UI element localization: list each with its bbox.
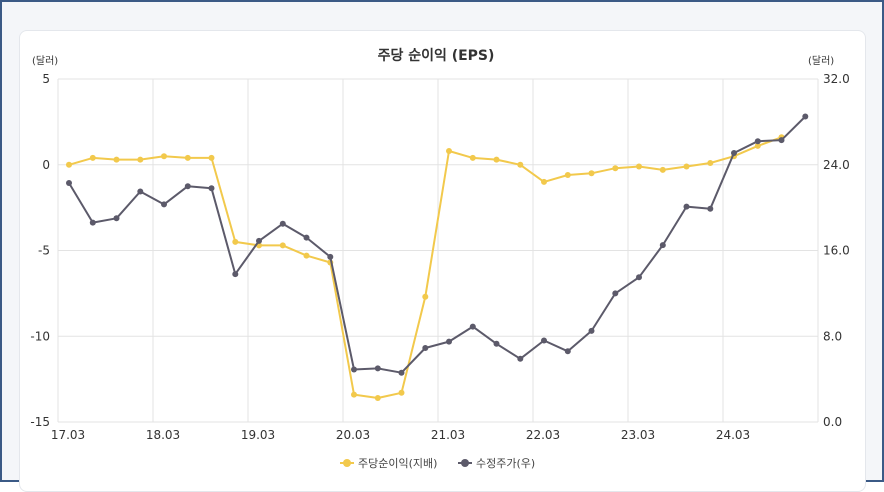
data-point-series-2 [659,242,666,249]
series-line-2 [68,115,807,374]
data-point-series-2 [398,369,405,376]
legend-item-2[interactable]: 수정주가(우) [458,457,535,470]
legend-swatch-marker [343,459,351,467]
gridlines [57,78,819,423]
data-point-series-2 [802,113,809,120]
x-tick-label: 19.03 [241,428,275,442]
right-y-tick-label: 24.0 [823,158,850,172]
right-y-tick-label: 0.0 [823,415,842,429]
data-point-series-2 [517,355,524,362]
left-y-tick-label: -5 [38,244,50,258]
data-point-series-2 [469,323,476,330]
data-point-series-2 [161,201,167,208]
data-point-series-1 [446,148,452,154]
data-point-series-1 [422,293,429,300]
data-point-series-2 [137,188,144,195]
x-tick-label: 18.03 [146,428,180,442]
right-y-tick-label: 32.0 [823,72,850,86]
data-point-series-2 [683,203,690,210]
data-point-series-1 [659,166,666,173]
data-point-series-1 [707,160,714,166]
data-point-series-2 [493,340,500,347]
data-point-series-1 [517,161,524,168]
data-point-series-2 [446,338,452,345]
x-tick-label: 20.03 [336,428,370,442]
left-y-tick-label: 5 [42,72,50,86]
left-y-tick-label: -15 [30,415,50,429]
data-point-series-1 [89,154,96,161]
data-point-series-2 [422,345,429,351]
legend-item-1[interactable]: 주당순이익(지배) [340,457,437,470]
data-point-series-1 [541,178,547,185]
data-point-series-1 [469,154,476,161]
data-point-series-2 [778,137,785,144]
data-point-series-1 [66,161,72,168]
data-point-series-1 [754,142,761,149]
data-point-series-1 [161,153,167,160]
data-point-series-1 [493,156,500,163]
data-point-series-2 [232,271,239,278]
data-point-series-2 [256,237,262,244]
data-point-series-1 [588,170,595,177]
data-point-series-2 [564,348,571,355]
data-point-series-2 [636,274,642,281]
data-point-series-1 [683,163,690,170]
right-axis-unit: (달러) [808,55,834,67]
data-point-series-1 [612,165,619,172]
data-point-series-2 [731,150,737,156]
data-point-series-2 [754,138,761,145]
data-point-series-1 [374,395,381,401]
data-point-series-1 [564,172,571,178]
data-point-series-1 [398,389,405,396]
data-point-series-2 [303,234,310,241]
legend-label: 주당순이익(지배) [358,457,437,470]
chart-title: 주당 순이익 (EPS) [378,47,495,64]
chart-card [19,30,866,492]
data-point-series-2 [279,220,286,227]
x-tick-label: 21.03 [431,428,465,442]
legend[interactable]: 주당순이익(지배) 수정주가(우) [340,457,535,470]
data-point-series-2 [707,205,714,212]
data-point-series-2 [351,366,357,373]
data-point-series-2 [374,365,381,372]
legend-label: 수정주가(우) [476,457,535,470]
data-point-series-2 [588,327,595,334]
x-tick-label: 23.03 [621,428,655,442]
data-point-series-2 [113,215,120,222]
left-axis-unit: (달러) [32,55,58,67]
eps-chart: 주당 순이익 (EPS) (달러) (달러) 5 32.0 0 24.0 -5 16.0 -… [30,47,849,470]
right-y-tick-label: 16.0 [823,244,850,258]
data-point-series-2 [541,337,547,344]
right-y-tick-label: 8.0 [823,329,842,343]
legend-swatch-marker [461,459,469,467]
left-y-tick-label: 0 [42,158,50,172]
data-point-series-2 [327,253,334,260]
series-line-1 [68,136,782,399]
data-point-series-2 [612,290,619,297]
data-point-series-1 [113,156,120,163]
x-tick-label: 17.03 [51,428,85,442]
data-point-series-2 [66,180,72,186]
data-point-series-1 [232,238,239,245]
data-point-series-2 [184,183,191,190]
data-point-series-1 [351,391,357,398]
x-tick-label: 22.03 [526,428,560,442]
x-tick-label: 24.03 [716,428,750,442]
data-point-series-1 [137,156,144,163]
data-point-series-1 [636,163,642,170]
data-point-series-1 [303,252,310,259]
data-point-series-1 [184,154,191,161]
data-point-series-1 [279,242,286,249]
data-point-series-2 [89,219,96,226]
series-lines [66,113,809,401]
left-y-tick-label: -10 [30,329,50,343]
axis-ticks: 5 32.0 0 24.0 -5 16.0 -10 8.0 -15 0.0 17.03 18.03 19… [30,72,849,442]
data-point-series-2 [208,185,215,192]
data-point-series-1 [208,154,215,161]
